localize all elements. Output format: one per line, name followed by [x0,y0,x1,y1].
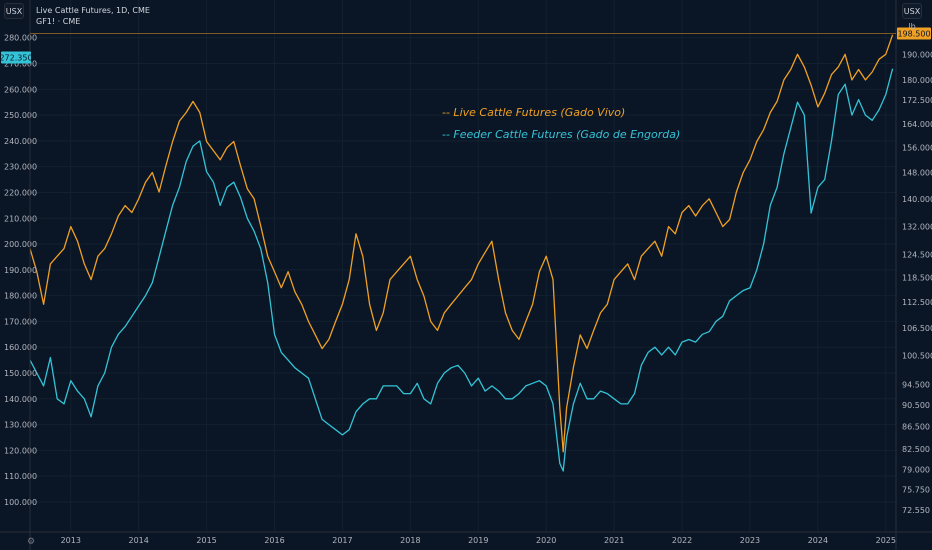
scale-unit-icon[interactable]: lb [908,22,916,31]
right-axis-tick-label: 190.000 [902,50,932,59]
x-axis-tick-label: 2022 [672,536,692,545]
live-last-price-tag [897,27,931,40]
left-axis-tick-label: 180.000 [4,292,37,301]
right-axis-tick-label: 82.500 [902,445,930,454]
right-axis-tick-label: 79.000 [902,465,930,474]
x-axis-tick-label: 2018 [400,536,420,545]
axes-layer: 280.000 270.000 260.000 250.000 240.000 230.0… [4,34,932,545]
left-axis-tick-label: 210.000 [4,214,37,223]
right-axis-tick-label: 86.500 [902,423,930,432]
right-axis-tick-label: 124.500 [902,250,932,259]
feeder-last-price-label: 272.350 [0,53,33,62]
right-axis-tick-label: 112.500 [902,298,932,307]
right-axis-tick-label: 132.000 [902,223,932,232]
right-axis-tick-label: 72.550 [902,506,930,515]
legend-live-cattle: -- Live Cattle Futures (Gado Vivo) [442,106,625,119]
left-axis-tick-label: 230.000 [4,163,37,172]
live-cattle-line [29,34,894,453]
right-axis-tick-label: 172.500 [902,96,932,105]
left-axis-tick-label: 250.000 [4,111,37,120]
legend-feeder-cattle: -- Feeder Cattle Futures (Gado de Engord… [442,128,680,141]
x-axis-tick-label: 2016 [264,536,284,545]
x-axis-tick-label: 2015 [196,536,216,545]
price-tags: 272.350 198.500 [0,27,931,64]
left-axis-tick-label: 280.000 [4,34,37,43]
left-axis-tick-label: 120.000 [4,446,37,455]
left-axis-tick-label: 260.000 [4,85,37,94]
left-axis-tick-label: 200.000 [4,240,37,249]
right-axis-tick-label: 156.000 [902,144,932,153]
left-axis-tick-label: 150.000 [4,369,37,378]
x-axis-tick-label: 2014 [128,536,148,545]
left-axis-tick-label: 170.000 [4,317,37,326]
right-axis-tick-label: 100.500 [902,352,932,361]
right-axis-tick-label: 94.500 [902,381,930,390]
right-unit-button[interactable]: USX [902,3,922,19]
right-axis-tick-label: 106.500 [902,324,932,333]
x-axis-tick-label: 2020 [536,536,556,545]
left-axis-tick-label: 130.000 [4,421,37,430]
x-axis-tick-label: 2019 [468,536,488,545]
left-axis-tick-label: 140.000 [4,395,37,404]
x-axis-tick-label: 2021 [604,536,624,545]
right-axis-tick-label: 75.750 [902,485,930,494]
chart-title: Live Cattle Futures, 1D, CME [36,6,150,15]
x-axis-tick-label: 2025 [876,536,896,545]
left-axis-tick-label: 220.000 [4,188,37,197]
right-axis-tick-label: 180.000 [902,76,932,85]
x-axis-tick-label: 2017 [332,536,352,545]
left-axis-tick-label: 110.000 [4,472,37,481]
left-axis-tick-label: 240.000 [4,137,37,146]
right-axis-tick-label: 140.000 [902,195,932,204]
grid [30,0,896,532]
left-axis-tick-label: 160.000 [4,343,37,352]
feeder-cattle-line [29,68,894,472]
chart-subtitle: GF1! · CME [36,17,80,26]
right-axis-tick-label: 148.000 [902,168,932,177]
feeder-last-price-tag [1,51,31,64]
live-last-price-label: 198.500 [897,30,930,39]
x-axis-tick-label: 2023 [740,536,760,545]
left-axis-tick-label: 270.000 [4,60,37,69]
left-unit-button[interactable]: USX [4,3,24,19]
series-layer [29,34,894,472]
right-axis-tick-label: 90.500 [902,401,930,410]
x-axis-tick-label: 2024 [808,536,828,545]
x-axis-tick-label: 2013 [61,536,81,545]
legend: -- Live Cattle Futures (Gado Vivo) -- Fee… [442,106,680,141]
right-axis-tick-label: 164.000 [902,120,932,129]
left-axis-tick-label: 190.000 [4,266,37,275]
left-axis-tick-label: 100.000 [4,498,37,507]
settings-icon[interactable]: ⚙ [26,537,36,547]
right-axis-tick-label: 118.500 [902,274,932,283]
